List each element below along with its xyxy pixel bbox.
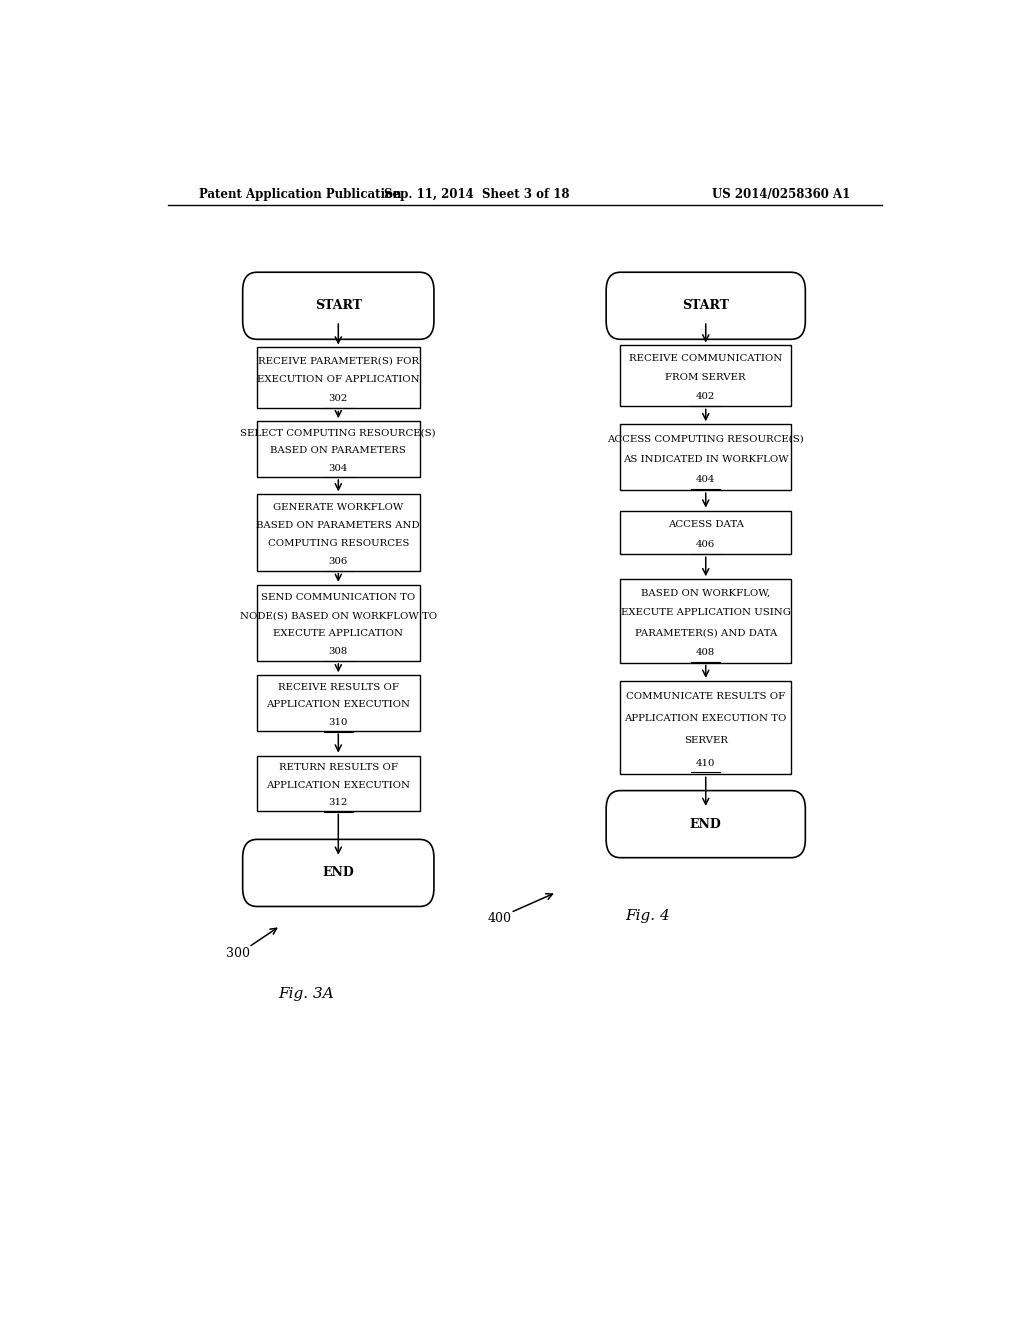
Text: NODE(S) BASED ON WORKFLOW TO: NODE(S) BASED ON WORKFLOW TO (240, 611, 437, 620)
Text: APPLICATION EXECUTION: APPLICATION EXECUTION (266, 780, 411, 789)
Text: BASED ON PARAMETERS AND: BASED ON PARAMETERS AND (256, 520, 420, 529)
Text: 408: 408 (696, 648, 716, 657)
Text: RECEIVE RESULTS OF: RECEIVE RESULTS OF (278, 682, 398, 692)
Text: GENERATE WORKFLOW: GENERATE WORKFLOW (273, 503, 403, 512)
Text: ACCESS COMPUTING RESOURCE(S): ACCESS COMPUTING RESOURCE(S) (607, 434, 804, 444)
Text: 308: 308 (329, 647, 348, 656)
Text: 404: 404 (696, 475, 716, 484)
Text: 402: 402 (696, 392, 716, 401)
Bar (257, 676, 420, 731)
Bar (257, 585, 420, 661)
Text: EXECUTION OF APPLICATION: EXECUTION OF APPLICATION (257, 375, 420, 384)
FancyBboxPatch shape (606, 272, 805, 339)
Text: 302: 302 (329, 395, 348, 404)
Bar (621, 511, 792, 554)
Text: Sep. 11, 2014  Sheet 3 of 18: Sep. 11, 2014 Sheet 3 of 18 (384, 189, 570, 202)
Text: Fig. 4: Fig. 4 (626, 908, 670, 923)
Text: 406: 406 (696, 540, 716, 549)
Text: SELECT COMPUTING RESOURCE(S): SELECT COMPUTING RESOURCE(S) (241, 429, 436, 438)
Text: 306: 306 (329, 557, 348, 566)
Text: Patent Application Publication: Patent Application Publication (200, 189, 402, 202)
Text: 300: 300 (225, 946, 250, 960)
Text: COMPUTING RESOURCES: COMPUTING RESOURCES (267, 539, 409, 548)
Text: SEND COMMUNICATION TO: SEND COMMUNICATION TO (261, 593, 416, 602)
Text: EXECUTE APPLICATION USING: EXECUTE APPLICATION USING (621, 609, 791, 618)
Text: RECEIVE PARAMETER(S) FOR: RECEIVE PARAMETER(S) FOR (258, 356, 419, 366)
Text: Fig. 3A: Fig. 3A (279, 987, 335, 1001)
Bar (257, 494, 420, 570)
Text: 310: 310 (329, 718, 348, 727)
Text: END: END (323, 866, 354, 879)
Text: COMMUNICATE RESULTS OF: COMMUNICATE RESULTS OF (627, 692, 785, 701)
Text: AS INDICATED IN WORKFLOW: AS INDICATED IN WORKFLOW (623, 455, 788, 463)
Text: RECEIVE COMMUNICATION: RECEIVE COMMUNICATION (629, 354, 782, 363)
Bar (621, 346, 792, 407)
FancyBboxPatch shape (243, 840, 434, 907)
Text: EXECUTE APPLICATION: EXECUTE APPLICATION (273, 630, 403, 639)
Text: 400: 400 (487, 912, 511, 925)
FancyBboxPatch shape (606, 791, 805, 858)
Bar (621, 579, 792, 663)
Text: SERVER: SERVER (684, 737, 728, 746)
Text: 312: 312 (329, 799, 348, 808)
Text: APPLICATION EXECUTION TO: APPLICATION EXECUTION TO (625, 714, 786, 723)
Text: 304: 304 (329, 463, 348, 473)
Text: ACCESS DATA: ACCESS DATA (668, 520, 743, 529)
FancyBboxPatch shape (243, 272, 434, 339)
Bar (621, 424, 792, 490)
Text: 410: 410 (696, 759, 716, 768)
Bar (257, 755, 420, 812)
Text: PARAMETER(S) AND DATA: PARAMETER(S) AND DATA (635, 628, 777, 638)
Text: APPLICATION EXECUTION: APPLICATION EXECUTION (266, 701, 411, 709)
Text: RETURN RESULTS OF: RETURN RESULTS OF (279, 763, 397, 772)
Bar (257, 347, 420, 408)
Text: US 2014/0258360 A1: US 2014/0258360 A1 (712, 189, 850, 202)
Text: END: END (690, 817, 722, 830)
Bar (621, 681, 792, 775)
Bar (257, 421, 420, 477)
Text: BASED ON PARAMETERS: BASED ON PARAMETERS (270, 446, 407, 455)
Text: START: START (314, 300, 361, 313)
Text: START: START (682, 300, 729, 313)
Text: BASED ON WORKFLOW,: BASED ON WORKFLOW, (641, 589, 770, 598)
Text: FROM SERVER: FROM SERVER (666, 374, 746, 383)
